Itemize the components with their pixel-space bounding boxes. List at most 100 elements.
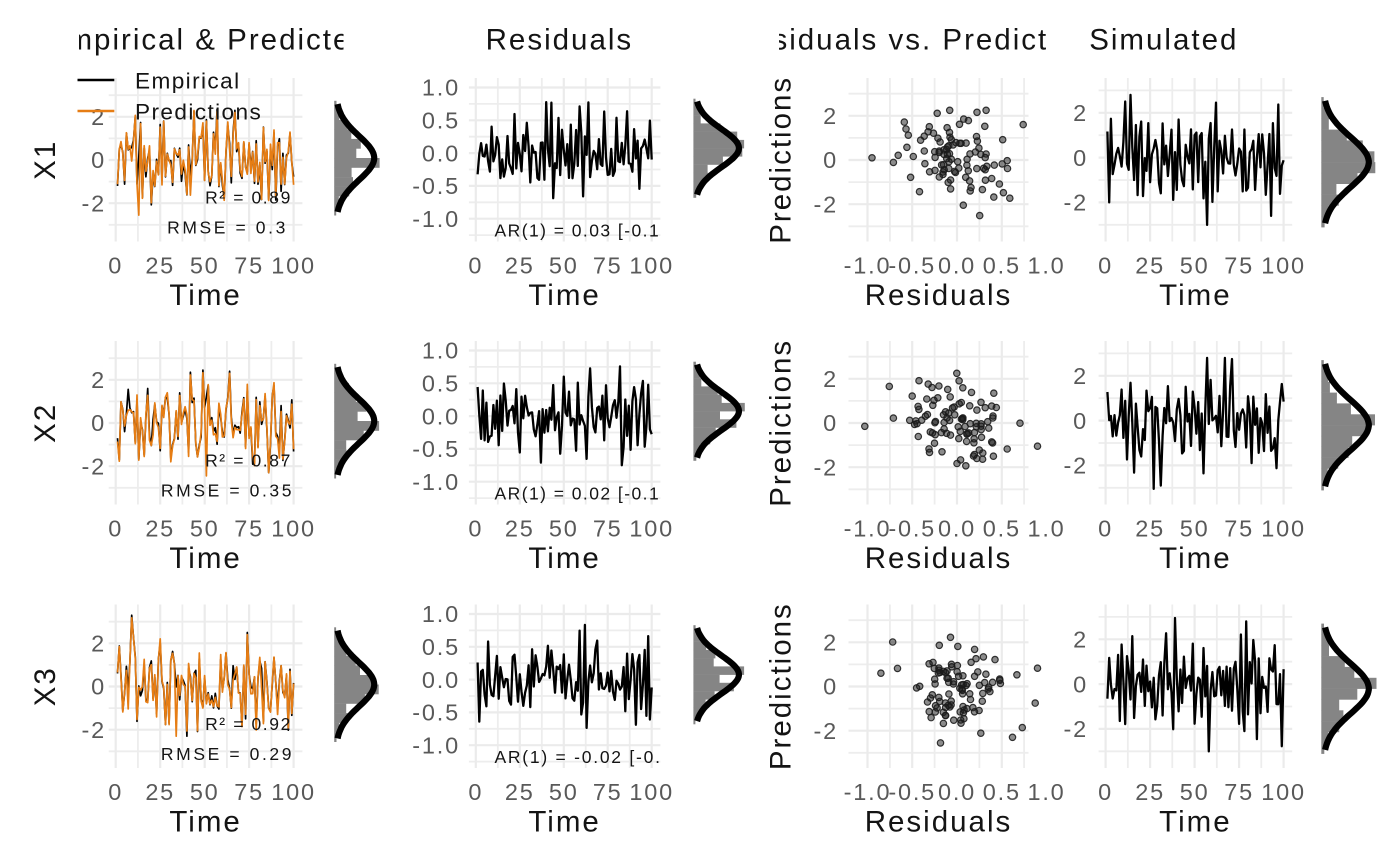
svg-text:1.0: 1.0	[1027, 253, 1065, 279]
svg-text:0: 0	[1073, 671, 1088, 697]
svg-text:-1.0: -1.0	[844, 516, 892, 542]
svg-text:100: 100	[1261, 779, 1306, 805]
svg-text:Time: Time	[528, 806, 600, 839]
svg-text:-1.0: -1.0	[412, 732, 460, 758]
svg-text:AR(1) = -0.02 [-0.22, 0.18]: AR(1) = -0.02 [-0.22, 0.18]	[495, 747, 746, 767]
svg-text:Empirical: Empirical	[135, 68, 241, 93]
svg-text:75: 75	[1224, 253, 1254, 279]
svg-text:RMSE = 0.3: RMSE = 0.3	[167, 218, 288, 238]
svg-text:0.0: 0.0	[422, 667, 460, 693]
svg-text:Empirical & Predicted: Empirical & Predicted	[46, 24, 370, 57]
svg-text:Residuals vs. Predicted: Residuals vs. Predicted	[731, 24, 1085, 57]
svg-text:Predictions: Predictions	[765, 602, 798, 770]
svg-text:0: 0	[1073, 145, 1088, 171]
svg-text:75: 75	[1224, 516, 1254, 542]
svg-text:75: 75	[234, 779, 264, 805]
svg-text:2: 2	[823, 630, 838, 656]
svg-text:0.0: 0.0	[938, 516, 976, 542]
svg-text:Predictions: Predictions	[765, 339, 798, 507]
svg-text:25: 25	[145, 253, 175, 279]
svg-text:50: 50	[549, 516, 579, 542]
svg-text:0: 0	[108, 516, 123, 542]
svg-text:Time: Time	[169, 806, 241, 839]
svg-text:-0.5: -0.5	[412, 700, 460, 726]
svg-text:0.5: 0.5	[983, 516, 1021, 542]
svg-text:50: 50	[190, 253, 220, 279]
svg-text:0.0: 0.0	[422, 140, 460, 166]
svg-text:AR(1) = 0.03 [-0.17, 0.23]: AR(1) = 0.03 [-0.17, 0.23]	[495, 221, 731, 241]
svg-text:-2: -2	[1064, 190, 1089, 216]
svg-text:50: 50	[1180, 779, 1210, 805]
svg-text:-2: -2	[82, 190, 107, 216]
svg-text:-2: -2	[1064, 453, 1089, 479]
svg-text:25: 25	[1135, 779, 1165, 805]
svg-text:0: 0	[108, 779, 123, 805]
svg-text:0.5: 0.5	[422, 371, 460, 397]
svg-text:1.0: 1.0	[422, 601, 460, 627]
svg-text:25: 25	[1135, 516, 1165, 542]
svg-text:Residuals: Residuals	[486, 24, 634, 57]
svg-text:-0.5: -0.5	[412, 173, 460, 199]
svg-text:RMSE = 0.35: RMSE = 0.35	[161, 481, 294, 501]
svg-text:0: 0	[91, 674, 106, 700]
svg-text:0: 0	[1073, 408, 1088, 434]
svg-text:1.0: 1.0	[1027, 516, 1065, 542]
svg-text:0.0: 0.0	[422, 403, 460, 429]
svg-text:100: 100	[271, 779, 316, 805]
svg-text:2: 2	[1073, 100, 1088, 126]
svg-text:Predictions: Predictions	[765, 76, 798, 244]
svg-text:Time: Time	[1159, 279, 1231, 312]
svg-text:R² = 0.87: R² = 0.87	[205, 451, 292, 471]
svg-text:25: 25	[145, 516, 175, 542]
svg-text:Time: Time	[1159, 542, 1231, 575]
svg-text:75: 75	[234, 253, 264, 279]
svg-text:25: 25	[1135, 253, 1165, 279]
svg-text:0: 0	[823, 147, 838, 173]
svg-text:R² = 0.89: R² = 0.89	[205, 188, 292, 208]
svg-text:AR(1) = 0.02 [-0.18, 0.22]: AR(1) = 0.02 [-0.18, 0.22]	[495, 484, 731, 504]
svg-text:75: 75	[593, 253, 623, 279]
svg-text:2: 2	[91, 367, 106, 393]
svg-text:0.5: 0.5	[422, 108, 460, 134]
svg-text:0: 0	[468, 779, 483, 805]
svg-text:0: 0	[468, 253, 483, 279]
svg-text:100: 100	[1261, 253, 1306, 279]
svg-text:75: 75	[593, 779, 623, 805]
svg-text:X3: X3	[29, 666, 62, 706]
svg-text:Residuals: Residuals	[865, 806, 1013, 839]
svg-text:-1.0: -1.0	[844, 779, 892, 805]
svg-text:0: 0	[1098, 516, 1113, 542]
svg-text:0: 0	[1098, 253, 1113, 279]
svg-text:R² = 0.92: R² = 0.92	[205, 714, 292, 734]
svg-text:100: 100	[271, 253, 316, 279]
svg-text:75: 75	[593, 516, 623, 542]
svg-text:50: 50	[1180, 253, 1210, 279]
svg-text:0: 0	[823, 674, 838, 700]
svg-text:50: 50	[1180, 516, 1210, 542]
svg-text:RMSE = 0.29: RMSE = 0.29	[161, 744, 294, 764]
svg-text:-2: -2	[82, 717, 107, 743]
svg-text:-1.0: -1.0	[844, 253, 892, 279]
svg-text:-0.5: -0.5	[888, 779, 936, 805]
svg-text:-2: -2	[1064, 716, 1089, 742]
svg-text:2: 2	[1073, 627, 1088, 653]
svg-text:0.5: 0.5	[983, 779, 1021, 805]
svg-text:75: 75	[234, 516, 264, 542]
svg-text:50: 50	[549, 779, 579, 805]
svg-text:-1.0: -1.0	[412, 206, 460, 232]
svg-text:X1: X1	[29, 140, 62, 180]
svg-text:2: 2	[823, 366, 838, 392]
svg-text:Time: Time	[1159, 806, 1231, 839]
svg-text:50: 50	[190, 516, 220, 542]
svg-text:Time: Time	[528, 279, 600, 312]
svg-text:-0.5: -0.5	[888, 516, 936, 542]
svg-text:100: 100	[629, 516, 674, 542]
svg-text:Time: Time	[528, 542, 600, 575]
svg-text:100: 100	[271, 516, 316, 542]
svg-text:0.5: 0.5	[983, 253, 1021, 279]
svg-text:100: 100	[1261, 516, 1306, 542]
svg-text:0: 0	[468, 516, 483, 542]
svg-text:25: 25	[505, 253, 535, 279]
svg-text:-2: -2	[82, 453, 107, 479]
svg-text:-0.5: -0.5	[412, 436, 460, 462]
